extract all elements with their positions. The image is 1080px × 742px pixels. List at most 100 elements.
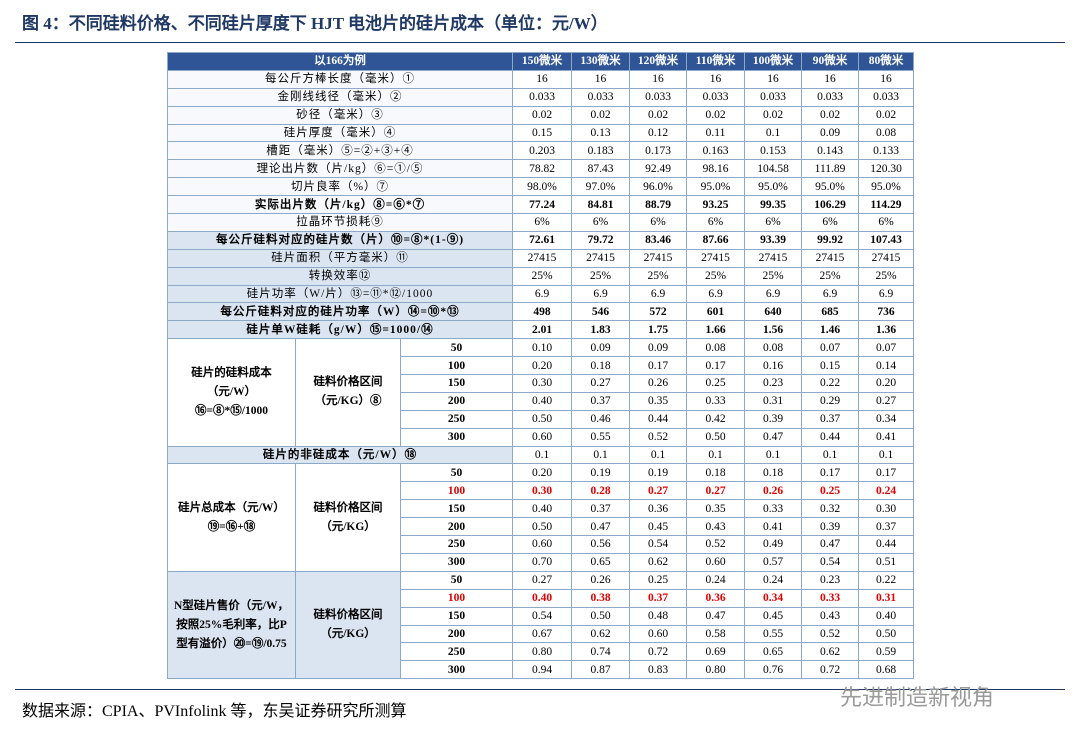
cell: 0.57	[744, 552, 803, 572]
data-row: 拉晶环节损耗⑨ 6% 6% 6% 6% 6% 6% 6%	[166, 213, 915, 232]
cell: 0.44	[801, 427, 860, 447]
cell: 0.28	[571, 481, 631, 501]
cell: 0.17	[801, 463, 860, 483]
cell: 0.1	[571, 445, 631, 465]
cell: 0.02	[744, 105, 803, 125]
cell: 0.133	[858, 141, 915, 161]
cell: 0.56	[571, 535, 631, 554]
price-label: 250	[399, 535, 514, 554]
cell: 0.27	[512, 570, 573, 590]
cell: 0.15	[512, 123, 573, 143]
cell: 27415	[744, 248, 803, 268]
cell: 0.67	[512, 624, 573, 644]
cell: 0.033	[512, 87, 573, 107]
cell: 0.45	[744, 606, 803, 626]
cell: 0.62	[571, 624, 631, 644]
cell: 120.30	[858, 159, 915, 179]
cell: 0.37	[629, 588, 688, 608]
row-label: 硅片功率（W/片）⑬=⑪*⑫/1000	[166, 284, 514, 304]
cell: 72.61	[512, 230, 573, 250]
cell: 0.72	[629, 642, 688, 662]
cell: 0.24	[744, 570, 803, 590]
data-row: 切片良率（%）⑦ 98.0% 97.0% 96.0% 95.0% 95.0% 95.0% 95…	[166, 177, 915, 197]
cell: 27415	[858, 248, 915, 268]
cell: 0.17	[858, 463, 915, 483]
cell: 0.54	[629, 535, 688, 554]
header-row: 以166为例 150微米 130微米 120微米 110微米 100微米 90微米 80微米	[166, 52, 915, 71]
row-label: 转换效率⑫	[166, 266, 514, 286]
cell: 0.35	[629, 391, 688, 411]
cell: 6.9	[512, 284, 573, 304]
cell: 6%	[801, 213, 860, 232]
cell: 0.02	[686, 105, 746, 125]
data-row: 每公斤硅料对应的硅片功率（W）⑭=⑩*⑬ 498 546 572 601 640 685 73…	[166, 302, 915, 322]
column-header: 120微米	[629, 52, 688, 71]
cell: 16	[629, 69, 688, 89]
cell: 0.19	[629, 463, 688, 483]
cell: 0.08	[686, 338, 746, 358]
cell: 95.0%	[744, 177, 803, 197]
column-header: 90微米	[801, 52, 860, 71]
cell: 0.39	[801, 517, 860, 537]
cell: 0.1	[686, 445, 746, 465]
cell: 0.87	[571, 660, 631, 680]
cell: 25%	[512, 266, 573, 286]
cell: 0.25	[629, 570, 688, 590]
cell: 546	[571, 302, 631, 322]
cell: 0.48	[629, 606, 688, 626]
cell: 0.17	[629, 356, 688, 376]
price-label: 300	[399, 552, 514, 572]
cell: 6.9	[686, 284, 746, 304]
row-label: 硅片面积（平方毫米）⑪	[166, 248, 514, 268]
cell: 6%	[744, 213, 803, 232]
cell: 0.1	[512, 445, 573, 465]
cell: 0.60	[512, 535, 573, 554]
cell: 0.47	[801, 535, 860, 554]
cell: 0.02	[858, 105, 915, 125]
cell: 0.76	[744, 660, 803, 680]
cell: 0.24	[686, 570, 746, 590]
rule	[15, 689, 1065, 690]
group-label: 硅片总成本（元/W）⑲=⑯+⑱	[167, 463, 296, 572]
column-header: 150微米	[512, 52, 573, 71]
data-row: 100 0.20 0.18 0.17 0.17 0.16 0.15 0.14	[168, 356, 915, 376]
cell: 0.26	[571, 570, 631, 590]
cell: 1.66	[686, 320, 746, 340]
cell: 0.30	[858, 499, 915, 519]
cell: 0.52	[686, 535, 746, 554]
cell: 16	[744, 69, 803, 89]
cell: 0.60	[512, 427, 573, 447]
cell: 0.55	[571, 427, 631, 447]
cell: 98.16	[686, 159, 746, 179]
cell: 0.27	[629, 481, 688, 501]
row-label: 槽距（毫米）⑤=②+③+④	[166, 141, 514, 161]
cell: 0.80	[686, 660, 746, 680]
row-label: 每公斤硅料对应的硅片功率（W）⑭=⑩*⑬	[166, 302, 514, 322]
cell: 25%	[858, 266, 915, 286]
cell: 0.65	[571, 552, 631, 572]
column-header: 80微米	[858, 52, 915, 71]
cell: 0.33	[744, 499, 803, 519]
cell: 0.45	[629, 517, 688, 537]
price-label: 250	[399, 642, 514, 662]
cell: 88.79	[629, 195, 688, 215]
cell: 0.22	[801, 374, 860, 393]
data-row: 250 0.80 0.74 0.72 0.69 0.65 0.62 0.59	[168, 642, 915, 662]
cell: 0.54	[512, 606, 573, 626]
price-label: 100	[399, 356, 514, 376]
cell: 0.203	[512, 141, 573, 161]
cell: 0.37	[858, 517, 915, 537]
header-label: 以166为例	[166, 52, 514, 71]
cell: 0.25	[801, 481, 860, 501]
cell: 0.17	[686, 356, 746, 376]
cell: 0.50	[858, 624, 915, 644]
cell: 16	[512, 69, 573, 89]
cell: 1.56	[744, 320, 803, 340]
data-row: 300 0.70 0.65 0.62 0.60 0.57 0.54 0.51	[168, 552, 915, 572]
row-label: 硅片的非硅成本（元/W）⑱	[166, 445, 514, 465]
cell: 0.13	[571, 123, 631, 143]
cell: 1.83	[571, 320, 631, 340]
price-label: 50	[399, 570, 514, 590]
data-row: 砂径（毫米）③ 0.02 0.02 0.02 0.02 0.02 0.02 0.02	[166, 105, 915, 125]
